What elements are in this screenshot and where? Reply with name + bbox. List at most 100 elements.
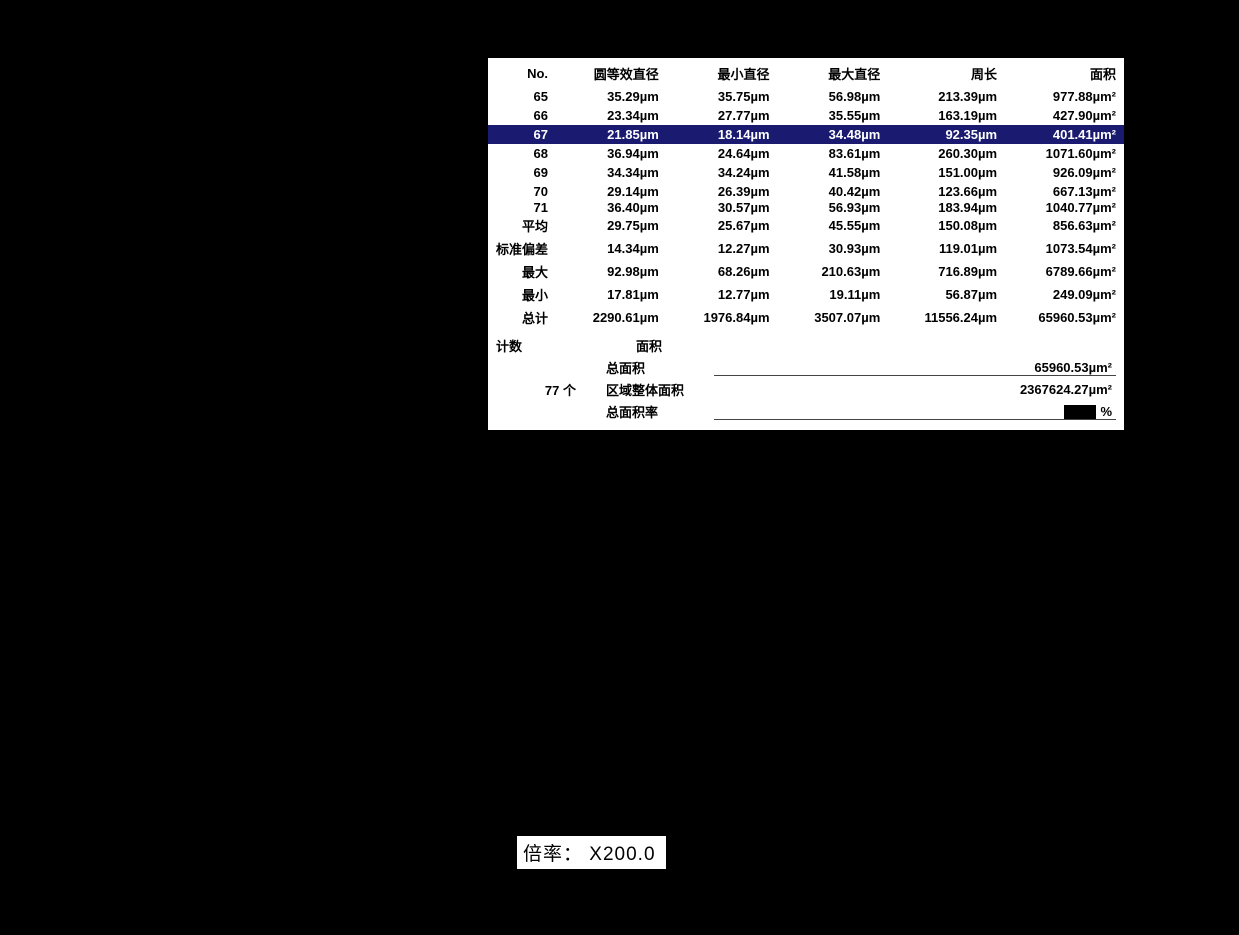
magnification-bar: 倍率： X200.0 — [516, 835, 667, 870]
stats-cell-peri: 150.08µm — [888, 214, 1005, 237]
cell-min: 34.24µm — [667, 163, 778, 182]
stats-cell-eq: 29.75µm — [556, 214, 667, 237]
cell-area: 427.90µm² — [1005, 106, 1124, 125]
cell-eq: 29.14µm — [556, 182, 667, 201]
cell-eq: 34.34µm — [556, 163, 667, 182]
cell-min: 35.75µm — [667, 87, 778, 106]
stats-cell-label: 总计 — [488, 306, 556, 329]
stats-cell-label: 最大 — [488, 260, 556, 283]
stats-row: 平均29.75µm25.67µm45.55µm150.08µm856.63µm² — [488, 214, 1124, 237]
cell-eq: 36.94µm — [556, 144, 667, 163]
stats-cell-eq: 92.98µm — [556, 260, 667, 283]
table-row[interactable]: 6934.34µm34.24µm41.58µm151.00µm926.09µm² — [488, 163, 1124, 182]
cell-max: 34.48µm — [778, 125, 889, 144]
ratio-value: % — [714, 403, 1116, 420]
count-value: 77 个 — [496, 380, 606, 399]
stats-cell-max: 19.11µm — [778, 283, 889, 306]
table-row[interactable]: 6721.85µm18.14µm34.48µm92.35µm401.41µm² — [488, 125, 1124, 144]
stats-cell-label: 标准偏差 — [488, 237, 556, 260]
region-area-label: 区域整体面积 — [606, 380, 706, 399]
cell-no: 70 — [488, 182, 556, 201]
stats-cell-peri: 119.01µm — [888, 237, 1005, 260]
cell-eq: 36.40µm — [556, 201, 667, 214]
cell-eq: 23.34µm — [556, 106, 667, 125]
col-header-no[interactable]: No. — [488, 58, 556, 87]
cell-no: 65 — [488, 87, 556, 106]
table-row[interactable]: 7136.40µm30.57µm56.93µm183.94µm1040.77µm… — [488, 201, 1124, 214]
stats-cell-eq: 14.34µm — [556, 237, 667, 260]
cell-peri: 163.19µm — [888, 106, 1005, 125]
stats-cell-area: 1073.54µm² — [1005, 237, 1124, 260]
cell-eq: 35.29µm — [556, 87, 667, 106]
cell-area: 667.13µm² — [1005, 182, 1124, 201]
stats-cell-label: 最小 — [488, 283, 556, 306]
stats-row: 最小17.81µm12.77µm19.11µm56.87µm249.09µm² — [488, 283, 1124, 306]
col-header-eq[interactable]: 圆等效直径 — [556, 58, 667, 87]
col-header-peri[interactable]: 周长 — [888, 58, 1005, 87]
cell-max: 35.55µm — [778, 106, 889, 125]
stats-cell-area: 249.09µm² — [1005, 283, 1124, 306]
measurement-table: No. 圆等效直径 最小直径 最大直径 周长 面积 6535.29µm35.75… — [488, 58, 1124, 329]
count-header: 计数 — [496, 336, 556, 355]
stats-cell-min: 12.27µm — [667, 237, 778, 260]
cell-peri: 92.35µm — [888, 125, 1005, 144]
stats-cell-peri: 716.89µm — [888, 260, 1005, 283]
cell-min: 26.39µm — [667, 182, 778, 201]
stats-cell-min: 25.67µm — [667, 214, 778, 237]
cell-area: 926.09µm² — [1005, 163, 1124, 182]
cell-max: 56.93µm — [778, 201, 889, 214]
cell-area: 401.41µm² — [1005, 125, 1124, 144]
cell-peri: 183.94µm — [888, 201, 1005, 214]
table-row[interactable]: 6836.94µm24.64µm83.61µm260.30µm1071.60µm… — [488, 144, 1124, 163]
cell-peri: 213.39µm — [888, 87, 1005, 106]
cell-no: 67 — [488, 125, 556, 144]
stats-cell-max: 30.93µm — [778, 237, 889, 260]
stats-cell-area: 65960.53µm² — [1005, 306, 1124, 329]
cell-area: 977.88µm² — [1005, 87, 1124, 106]
cell-no: 69 — [488, 163, 556, 182]
cell-min: 30.57µm — [667, 201, 778, 214]
cell-min: 27.77µm — [667, 106, 778, 125]
cell-no: 68 — [488, 144, 556, 163]
area-header: 面积 — [636, 336, 736, 355]
table-row[interactable]: 6623.34µm27.77µm35.55µm163.19µm427.90µm² — [488, 106, 1124, 125]
ratio-label: 总面积率 — [606, 402, 706, 421]
cell-area: 1071.60µm² — [1005, 144, 1124, 163]
stats-cell-eq: 2290.61µm — [556, 306, 667, 329]
table-row[interactable]: 6535.29µm35.75µm56.98µm213.39µm977.88µm² — [488, 87, 1124, 106]
cell-peri: 260.30µm — [888, 144, 1005, 163]
cell-max: 83.61µm — [778, 144, 889, 163]
stats-cell-min: 68.26µm — [667, 260, 778, 283]
stats-row: 最大92.98µm68.26µm210.63µm716.89µm6789.66µ… — [488, 260, 1124, 283]
stats-cell-min: 12.77µm — [667, 283, 778, 306]
ratio-redacted-icon — [1064, 405, 1096, 419]
cell-no: 66 — [488, 106, 556, 125]
cell-peri: 123.66µm — [888, 182, 1005, 201]
col-header-min[interactable]: 最小直径 — [667, 58, 778, 87]
stats-cell-peri: 11556.24µm — [888, 306, 1005, 329]
cell-area: 1040.77µm² — [1005, 201, 1124, 214]
stats-cell-min: 1976.84µm — [667, 306, 778, 329]
stats-cell-area: 856.63µm² — [1005, 214, 1124, 237]
summary-block: 计数 面积 总面积 65960.53µm² 77 个 区域整体面积 236762… — [488, 329, 1124, 430]
cell-min: 24.64µm — [667, 144, 778, 163]
table-header-row: No. 圆等效直径 最小直径 最大直径 周长 面积 — [488, 58, 1124, 87]
stats-cell-peri: 56.87µm — [888, 283, 1005, 306]
col-header-area[interactable]: 面积 — [1005, 58, 1124, 87]
stats-cell-max: 3507.07µm — [778, 306, 889, 329]
total-area-value: 65960.53µm² — [714, 359, 1116, 376]
region-area-value: 2367624.27µm² — [706, 382, 1116, 397]
cell-peri: 151.00µm — [888, 163, 1005, 182]
magnification-value: X200.0 — [589, 844, 655, 865]
ratio-unit: % — [1100, 404, 1112, 419]
magnification-label: 倍率： — [523, 844, 583, 865]
table-row[interactable]: 7029.14µm26.39µm40.42µm123.66µm667.13µm² — [488, 182, 1124, 201]
cell-max: 41.58µm — [778, 163, 889, 182]
cell-eq: 21.85µm — [556, 125, 667, 144]
stats-cell-eq: 17.81µm — [556, 283, 667, 306]
stats-row: 总计2290.61µm1976.84µm3507.07µm11556.24µm6… — [488, 306, 1124, 329]
cell-min: 18.14µm — [667, 125, 778, 144]
col-header-max[interactable]: 最大直径 — [778, 58, 889, 87]
stats-cell-max: 45.55µm — [778, 214, 889, 237]
stats-cell-max: 210.63µm — [778, 260, 889, 283]
